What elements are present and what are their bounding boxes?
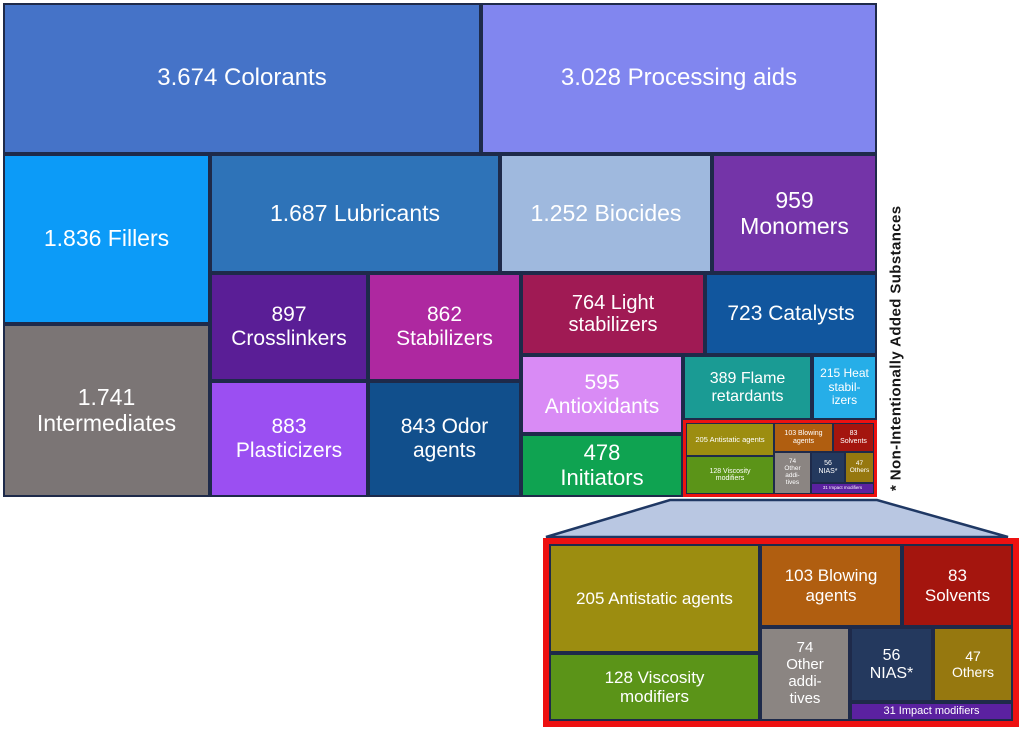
treemap-cell-stabilizers: 862 Stabilizers (368, 273, 521, 381)
treemap-cell-odor-agents: 843 Odor agents (368, 381, 521, 497)
highlight-group-box: 205 Antistatic agents 103 Blowing agents… (683, 420, 877, 497)
treemap-cell-fillers: 1.836 Fillers (3, 154, 210, 324)
treemap-cell-plasticizers: 883 Plasticizers (210, 381, 368, 497)
treemap-cell-initiators: 478 Initiators (521, 434, 683, 497)
highlight-cell-other-additives: 74 Other addi- tives (774, 452, 811, 494)
zoom-cell-viscosity-modifiers: 128 Viscosity modifiers (549, 653, 760, 721)
zoom-cell-others: 47 Others (933, 627, 1013, 702)
zoom-cell-solvents: 83 Solvents (902, 544, 1013, 627)
zoom-cell-nias: 56 NIAS* (850, 627, 933, 702)
highlight-cell-solvents: 83 Solvents (833, 423, 874, 452)
treemap-cell-heat-stabilizers: 215 Heat stabil- izers (812, 355, 877, 420)
treemap-cell-monomers: 959 Monomers (712, 154, 877, 273)
highlight-cell-antistatic-agents: 205 Antistatic agents (686, 423, 774, 456)
zoom-cell-other-additives: 74 Other addi- tives (760, 627, 850, 721)
treemap-cell-biocides: 1.252 Biocides (500, 154, 712, 273)
treemap-cell-crosslinkers: 897 Crosslinkers (210, 273, 368, 381)
zoom-inset-box: 205 Antistatic agents 103 Blowing agents… (543, 538, 1019, 727)
treemap-cell-processing-aids: 3.028 Processing aids (481, 3, 877, 154)
highlight-cell-viscosity-modifiers: 128 Viscosity modifiers (686, 456, 774, 494)
zoom-cell-antistatic-agents: 205 Antistatic agents (549, 544, 760, 653)
treemap-cell-antioxidants: 595 Antioxidants (521, 355, 683, 434)
highlight-cell-blowing-agents: 103 Blowing agents (774, 423, 833, 452)
treemap-cell-light-stabilizers: 764 Light stabilizers (521, 273, 705, 355)
treemap-cell-intermediates: 1.741 Intermediates (3, 324, 210, 497)
treemap-cell-colorants: 3.674 Colorants (3, 3, 481, 154)
zoom-cell-impact-modifiers: 31 Impact modifiers (850, 702, 1013, 721)
highlight-cell-nias: 56 NIAS* (811, 452, 845, 483)
treemap-cell-lubricants: 1.687 Lubricants (210, 154, 500, 273)
nias-footnote: * Non-Intentionally Added Substances (887, 205, 905, 491)
treemap-cell-catalysts: 723 Catalysts (705, 273, 877, 355)
treemap-cell-flame-retardants: 389 Flame retardants (683, 355, 812, 420)
highlight-cell-impact-modifiers: 31 Impact modifiers (811, 483, 874, 494)
highlight-cell-others: 47 Others (845, 452, 874, 483)
zoom-cell-blowing-agents: 103 Blowing agents (760, 544, 902, 627)
